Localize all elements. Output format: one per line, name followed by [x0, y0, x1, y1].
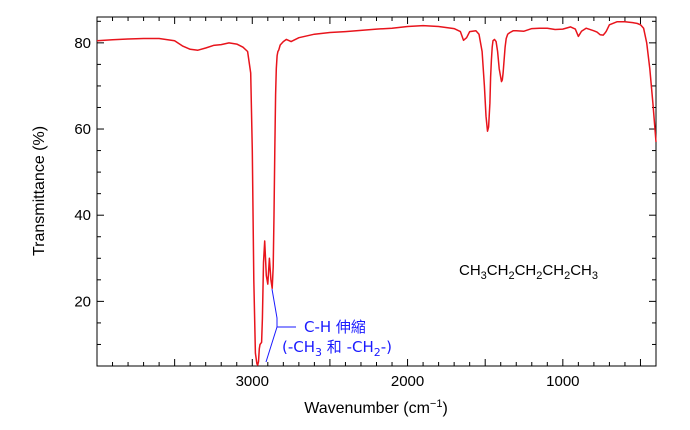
- formula-group: CH: [487, 262, 509, 279]
- annotation-line2-sub2: 2: [374, 346, 381, 359]
- annotation-line2-part-b: 和 -CH: [322, 338, 374, 356]
- formula-subscript: 3: [481, 270, 487, 282]
- plot-frame: [96, 16, 657, 367]
- annotation-line2-part-c: -): [381, 338, 392, 356]
- y-tick-label: 20: [74, 293, 91, 310]
- x-axis-title-text: Wavenumber (cm: [304, 400, 430, 417]
- x-axis-title: Wavenumber (cm−1): [304, 398, 448, 417]
- tick-labels: 3000 2000 1000 20 40 60 80: [74, 35, 579, 390]
- formula-subscript: 2: [508, 270, 514, 282]
- y-tick-label: 40: [74, 207, 91, 224]
- y-tick-label: 80: [74, 35, 91, 52]
- axis-ticks: [96, 17, 657, 366]
- annotation-line2-sub1: 3: [315, 346, 322, 359]
- series-layer: [96, 20, 657, 366]
- annotation-line2-part-a: (-CH: [282, 338, 315, 356]
- formula-group: CH: [459, 262, 481, 279]
- x-axis-title-superscript: −1: [430, 398, 443, 410]
- molecular-formula-label: CH3CH2CH2CH2CH3: [459, 262, 598, 282]
- annotation-line1: C-H 伸縮: [304, 318, 366, 336]
- x-tick-label: 3000: [236, 373, 269, 390]
- formula-subscript: 2: [564, 270, 570, 282]
- formula-subscript: 2: [536, 270, 542, 282]
- formula-group: CH: [570, 262, 592, 279]
- annotation-bracket: [265, 288, 296, 363]
- x-axis-title-end: ): [442, 400, 447, 417]
- formula-group: CH: [515, 262, 537, 279]
- formula-subscript: 3: [592, 270, 598, 282]
- ch-stretch-annotation: C-H 伸縮 (-CH3 和 -CH2-): [265, 288, 392, 363]
- plot-area-border: [96, 16, 657, 367]
- x-tick-label: 1000: [546, 373, 579, 390]
- spectrum-line: [96, 20, 657, 366]
- x-tick-label: 2000: [391, 373, 424, 390]
- y-tick-label: 60: [74, 121, 91, 138]
- y-axis-title: Transmittance (%): [31, 126, 48, 256]
- annotation-line2: (-CH3 和 -CH2-): [282, 338, 392, 359]
- formula-group: CH: [542, 262, 564, 279]
